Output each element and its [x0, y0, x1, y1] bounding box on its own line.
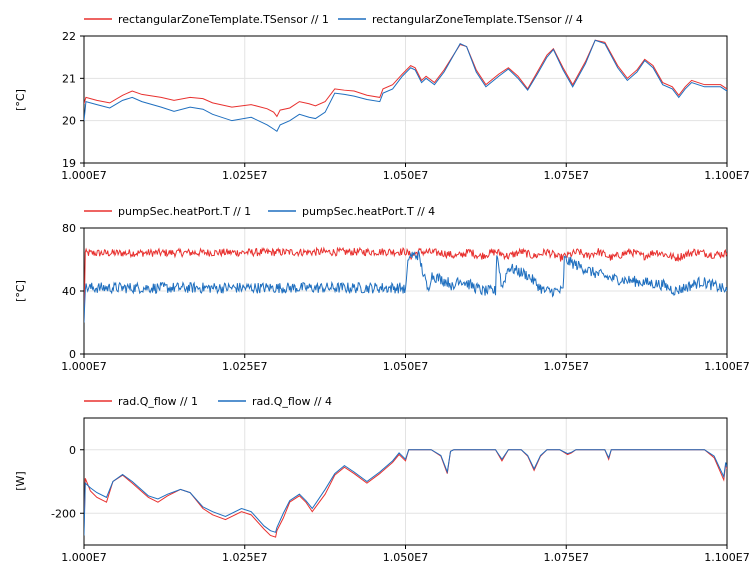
chart-panel-1: 1.000E7 1.025E7 1.050E7 1.075E7 1.100E7 19 20 2… — [14, 13, 750, 182]
x-tick-label: 1.050E7 — [383, 169, 428, 182]
y-tick-label: 80 — [62, 222, 76, 235]
x-tick-label: 1.075E7 — [544, 360, 589, 373]
series-line-1 — [84, 39, 727, 118]
y-tick-label: 40 — [62, 285, 76, 298]
y-axis-label: [°C] — [14, 89, 27, 111]
x-tick-label: 1.000E7 — [61, 169, 106, 182]
x-tick-label: 1.025E7 — [222, 360, 267, 373]
legend-label: rad.Q_flow // 1 — [118, 395, 198, 408]
x-tick-label: 1.075E7 — [544, 551, 589, 564]
x-tick-label: 1.050E7 — [383, 360, 428, 373]
x-tick-label: 1.025E7 — [222, 551, 267, 564]
x-tick-label: 1.025E7 — [222, 169, 267, 182]
chart-panel-2: 1.000E7 1.025E7 1.050E7 1.075E7 1.100E7 0 40 80… — [14, 205, 750, 373]
x-tick-label: 1.000E7 — [61, 551, 106, 564]
series-line-2 — [84, 449, 727, 536]
y-tick-label: -200 — [51, 507, 76, 520]
series-line-2 — [84, 39, 727, 132]
y-tick-label: 21 — [62, 72, 76, 85]
x-tick-label: 1.050E7 — [383, 551, 428, 564]
y-tick-label: 19 — [62, 157, 76, 170]
x-tick-label: 1.000E7 — [61, 360, 106, 373]
x-tick-label: 1.100E7 — [704, 169, 749, 182]
legend-label: pumpSec.heatPort.T // 4 — [302, 205, 435, 218]
chart-panel-3: 1.000E7 1.025E7 1.050E7 1.075E7 1.100E7 -200 0… — [14, 395, 750, 564]
y-tick-label: 20 — [62, 115, 76, 128]
x-tick-label: 1.100E7 — [704, 360, 749, 373]
series-line-1 — [84, 246, 727, 323]
series-line-1 — [84, 449, 727, 538]
legend-label: pumpSec.heatPort.T // 1 — [118, 205, 251, 218]
y-tick-label: 0 — [69, 348, 76, 361]
y-tick-label: 22 — [62, 30, 76, 43]
x-tick-label: 1.100E7 — [704, 551, 749, 564]
y-axis-label: [W] — [14, 471, 27, 490]
legend-label: rectangularZoneTemplate.TSensor // 1 — [118, 13, 329, 26]
y-tick-label: 0 — [69, 444, 76, 457]
x-tick-label: 1.075E7 — [544, 169, 589, 182]
legend-label: rad.Q_flow // 4 — [252, 395, 332, 408]
y-axis-label: [°C] — [14, 280, 27, 302]
series-line-2 — [84, 250, 727, 323]
legend-label: rectangularZoneTemplate.TSensor // 4 — [372, 13, 583, 26]
